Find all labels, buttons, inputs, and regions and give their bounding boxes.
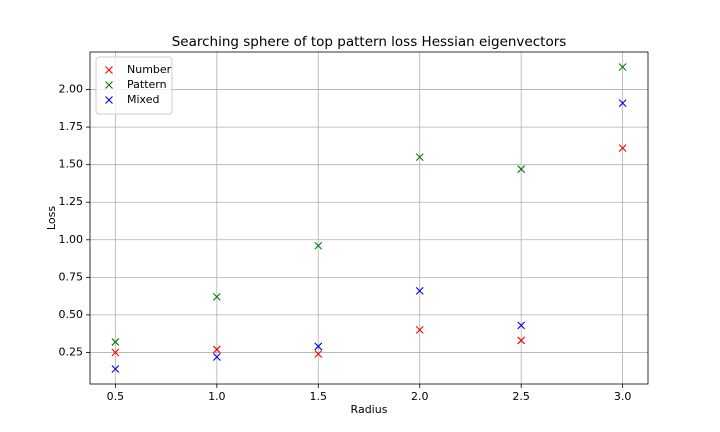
plot-frame — [89, 51, 649, 385]
point — [618, 144, 627, 153]
point — [618, 63, 627, 71]
point — [111, 365, 120, 373]
y-tick-label: 1.50 — [59, 158, 84, 171]
point — [517, 336, 526, 345]
x-tick-label: 1.0 — [208, 390, 226, 403]
y-tick-label: 0.50 — [59, 308, 84, 321]
point — [517, 321, 526, 330]
point — [111, 348, 120, 357]
point — [618, 99, 627, 107]
y-tick-label: 0.75 — [59, 270, 84, 283]
y-tick-label: 1.75 — [59, 120, 84, 133]
chart-title: Searching sphere of top pattern loss Hes… — [172, 34, 567, 50]
point — [111, 338, 120, 346]
y-tick-label: 0.25 — [59, 345, 84, 358]
x-tick-label: 1.5 — [310, 390, 328, 403]
x-axis-label: Radius — [351, 403, 388, 416]
point — [212, 292, 221, 301]
point — [517, 165, 526, 174]
point — [212, 345, 221, 354]
point — [314, 241, 323, 250]
legend-label: Mixed — [127, 93, 159, 106]
x-tick-label: 3.0 — [614, 390, 632, 403]
y-tick-label: 1.00 — [59, 233, 84, 246]
y-axis-label: Loss — [45, 206, 58, 230]
legend-label: Pattern — [127, 78, 167, 91]
legend-marker — [105, 96, 113, 104]
legend-marker — [105, 81, 113, 89]
point — [415, 286, 424, 295]
x-tick-label: 2.5 — [512, 390, 530, 403]
legend: Number Pattern Mixed — [95, 56, 173, 115]
x-tick-label: 0.5 — [107, 390, 125, 403]
legend-frame — [95, 56, 173, 115]
point — [415, 326, 424, 334]
point — [314, 350, 323, 358]
y-tick-label: 2.00 — [59, 83, 84, 96]
legend-label: Number — [127, 63, 172, 76]
y-tick-label: 1.25 — [59, 195, 84, 208]
point — [212, 353, 221, 361]
legend-marker — [105, 66, 113, 74]
point — [415, 153, 424, 162]
x-tick-label: 2.0 — [411, 390, 429, 403]
point — [314, 342, 323, 351]
